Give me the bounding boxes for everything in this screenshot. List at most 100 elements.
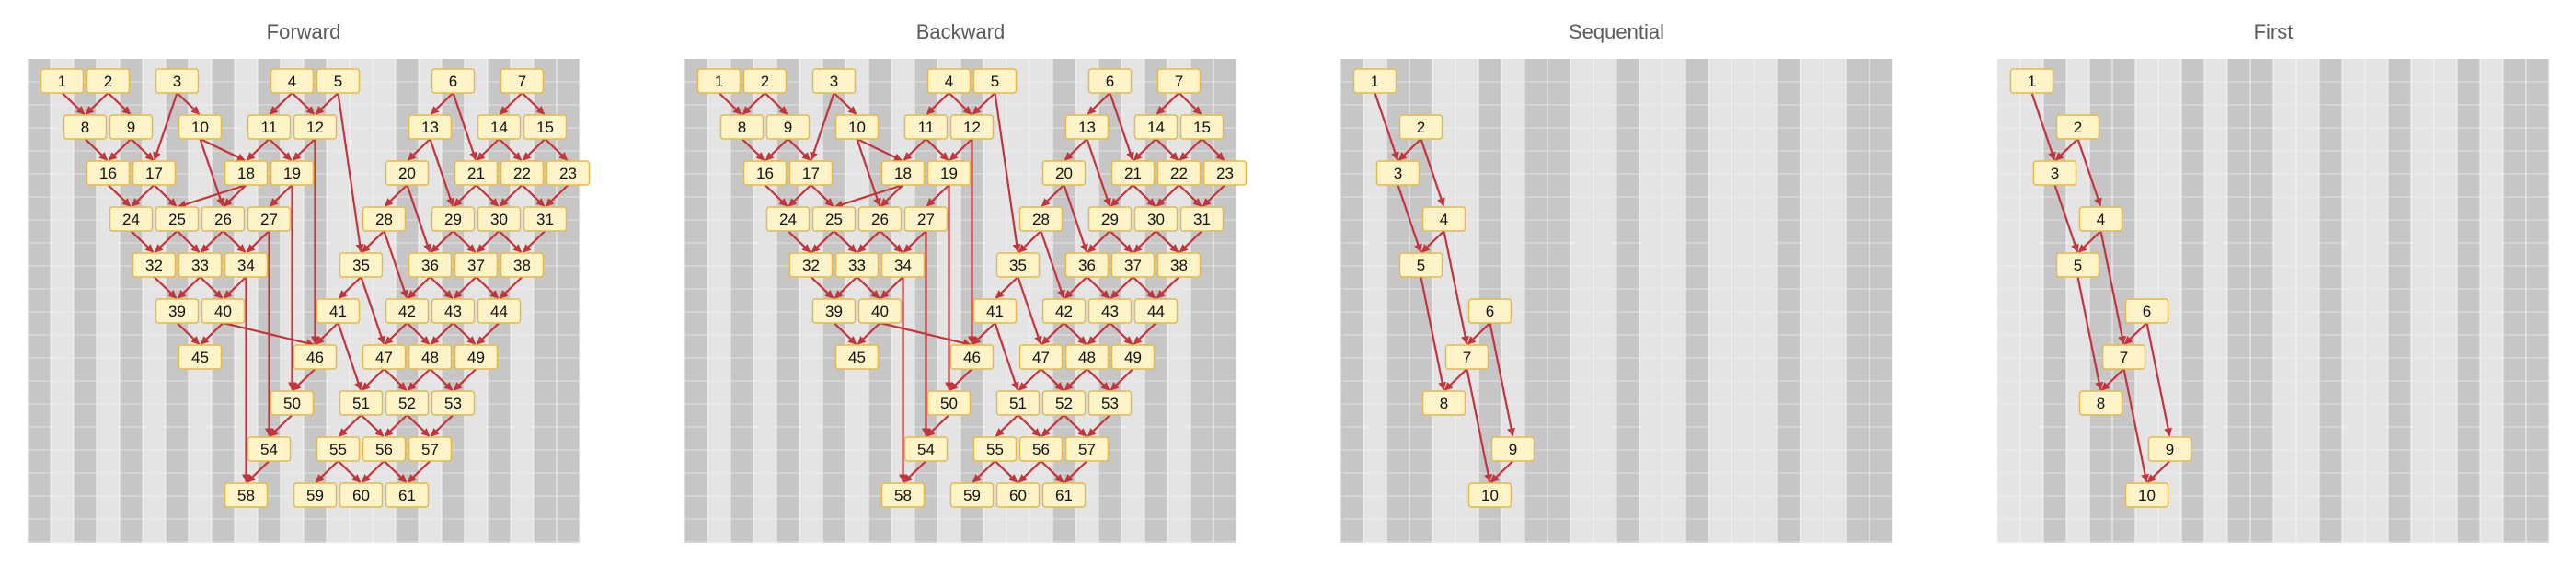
node-label: 6 — [2143, 303, 2151, 320]
node-label: 2 — [1417, 119, 1425, 136]
edge-35-47 — [360, 276, 385, 345]
node-label: 2 — [761, 73, 769, 90]
node-box — [362, 206, 407, 232]
edge-38-44 — [499, 276, 523, 299]
node-label: 19 — [283, 165, 301, 182]
edge-3-17 — [810, 92, 835, 161]
node-box — [362, 344, 407, 370]
node-1: 1 — [40, 68, 85, 94]
node-box — [995, 482, 1041, 508]
node-box — [224, 252, 269, 278]
panel-title: Sequential — [1569, 20, 1664, 43]
node-label: 17 — [145, 165, 163, 182]
edge-9-10 — [2146, 460, 2171, 483]
node-box — [2032, 160, 2077, 186]
node-label: 56 — [375, 441, 393, 458]
edge-47-52 — [1040, 368, 1064, 391]
edge-10-18 — [200, 138, 246, 162]
node-13: 13 — [1064, 114, 1110, 140]
edge-16-24 — [764, 184, 788, 207]
node-box — [1156, 160, 1202, 186]
node-box — [385, 390, 430, 416]
node-32: 32 — [132, 252, 177, 278]
node-box — [903, 114, 949, 140]
stripe — [2020, 59, 2043, 543]
node-label: 39 — [168, 303, 186, 320]
node-label: 7 — [1175, 73, 1183, 90]
node-box — [2101, 344, 2146, 370]
node-42: 42 — [1041, 298, 1087, 324]
edge-35-47 — [1017, 276, 1042, 345]
stripe — [2273, 59, 2296, 543]
node-box — [765, 206, 811, 232]
node-label: 3 — [2051, 165, 2059, 182]
node-label: 55 — [329, 441, 347, 458]
node-box — [316, 68, 361, 94]
stripe — [28, 59, 51, 543]
edge-12-19 — [949, 138, 973, 161]
edge-29-36 — [430, 230, 454, 253]
edge-56-60 — [1018, 460, 1042, 483]
node-box — [1352, 68, 1397, 94]
stripe — [2342, 59, 2365, 543]
node-label: 53 — [1101, 395, 1119, 412]
edge-17-24 — [131, 184, 155, 207]
node-36: 36 — [1064, 252, 1110, 278]
node-box — [1490, 436, 1535, 462]
node-60: 60 — [995, 482, 1041, 508]
node-box — [316, 298, 361, 324]
edge-32-39 — [153, 276, 178, 299]
edge-27-34 — [246, 230, 270, 253]
edge-5-8 — [1420, 276, 1447, 391]
node-box — [2078, 206, 2123, 232]
edge-28-42 — [1040, 230, 1065, 299]
node-20: 20 — [385, 160, 430, 186]
node-label: 29 — [1101, 211, 1119, 228]
node-4: 4 — [2078, 206, 2123, 232]
node-41: 41 — [316, 298, 361, 324]
edge-29-37 — [1109, 230, 1133, 253]
background-stripes — [1996, 59, 2550, 543]
node-box — [1398, 114, 1443, 140]
node-label: 18 — [894, 165, 912, 182]
node-label: 20 — [398, 165, 416, 182]
node-45: 45 — [178, 344, 223, 370]
node-7: 7 — [1156, 68, 1202, 94]
node-label: 1 — [1371, 73, 1379, 90]
edge-4-5 — [2077, 230, 2102, 253]
node-box — [1041, 390, 1087, 416]
stripe — [2227, 59, 2250, 543]
edge-41-51 — [994, 322, 1019, 391]
edge-13-29 — [429, 138, 454, 207]
edge-42-48 — [406, 322, 431, 345]
node-box — [431, 206, 476, 232]
graph-first: 1 2 3 4 5 6 7 8 9 10 — [1996, 59, 2550, 543]
node-label: 25 — [168, 211, 186, 228]
node-label: 4 — [2097, 211, 2105, 228]
node-label: 42 — [1055, 303, 1073, 320]
node-box — [132, 160, 177, 186]
node-21: 21 — [454, 160, 499, 186]
node-6: 6 — [431, 68, 476, 94]
edge-7-8 — [1443, 368, 1468, 391]
node-box — [1421, 390, 1466, 416]
node-label: 8 — [81, 119, 89, 136]
node-box — [385, 482, 430, 508]
stripe — [1363, 59, 1386, 543]
node-label: 10 — [2138, 487, 2156, 504]
node-23: 23 — [1202, 160, 1248, 186]
node-box — [109, 114, 154, 140]
node-label: 8 — [1440, 395, 1448, 412]
edge-41-46 — [972, 322, 996, 345]
edge-54-58 — [903, 460, 927, 483]
node-label: 9 — [784, 119, 792, 136]
node-label: 32 — [145, 257, 163, 274]
node-35: 35 — [995, 252, 1041, 278]
node-label: 10 — [191, 119, 209, 136]
node-label: 3 — [1394, 165, 1402, 182]
node-2: 2 — [742, 68, 788, 94]
node-box — [523, 114, 568, 140]
edge-42-47 — [384, 322, 408, 345]
